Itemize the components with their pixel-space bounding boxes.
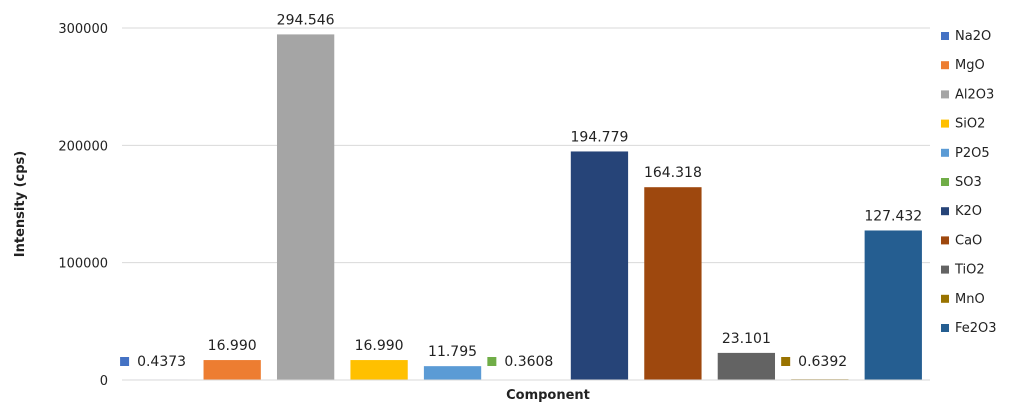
data-label-k2o: 194.779 [571,129,629,145]
legend-entry-so3: SO3 [955,175,982,190]
y-axis-title: Intensity (cps) [13,151,28,257]
legend-entry-mno: MnO [955,292,985,307]
data-label-tio2: 23.101 [722,331,771,347]
bar-k2o [570,151,629,380]
y-tick-label: 200000 [58,139,108,154]
bar-cao [644,187,702,380]
legend-entry-cao: CaO [955,233,982,248]
data-label-key [781,357,791,366]
legend-entry-al2o3: Al2O3 [955,87,994,102]
bar-fe2o3 [864,230,922,380]
legend-swatch [941,61,949,70]
x-axis-title: Component [506,388,590,403]
data-label-key [120,357,130,366]
legend-entry-fe2o3: Fe2O3 [955,321,997,336]
y-tick-label: 0 [100,374,108,389]
legend-entry-k2o: K2O [955,204,982,219]
legend-swatch [941,32,949,40]
legend-swatch [941,236,949,245]
bar-mgo [203,360,261,380]
legend-swatch [941,119,949,128]
bars [130,34,922,381]
bar-sio2 [350,360,408,380]
bar-tio2 [717,352,776,380]
data-labels: 0.4373 16.990 294.546 16.990 11.795 0.3608 194… [120,12,922,370]
y-tick-label: 100000 [58,257,108,272]
legend-swatch [941,148,949,157]
data-label-sio2: 16.990 [355,338,404,354]
data-label-al2o3: 294.546 [277,12,335,28]
legend-entry-mgo: MgO [955,58,985,73]
data-label-mgo: 16.990 [208,338,257,354]
data-label-fe2o3: 127.432 [864,208,922,224]
legend-entry-tio2: TiO2 [954,263,985,278]
legend-swatch [941,324,949,332]
legend-swatch [941,178,949,186]
legend-swatch [941,294,949,303]
legend-swatch [941,207,949,216]
y-tick-label: 300000 [58,22,108,37]
gridlines [122,27,930,264]
bar-p2o5 [423,366,482,380]
legend-swatch [941,265,949,274]
data-label-mno: 0.6392 [798,354,847,370]
legend-entry-na2o: Na2O [955,29,991,44]
bar-al2o3 [276,34,335,381]
legend: Na2O MgO Al2O3 SiO2 P2O5 SO3 K2O CaO TiO2 MnO Fe2O… [941,29,997,336]
legend-entry-sio2: SiO2 [955,117,985,132]
legend-swatch [941,90,949,99]
data-label-cao: 164.318 [644,165,702,181]
legend-entry-p2o5: P2O5 [955,146,990,161]
data-label-na2o: 0.4373 [137,354,186,370]
data-label-key [487,357,497,366]
data-label-so3: 0.3608 [504,354,553,370]
y-axis-ticks: 0 100000 200000 300000 [58,22,108,389]
data-label-p2o5: 11.795 [428,344,477,360]
